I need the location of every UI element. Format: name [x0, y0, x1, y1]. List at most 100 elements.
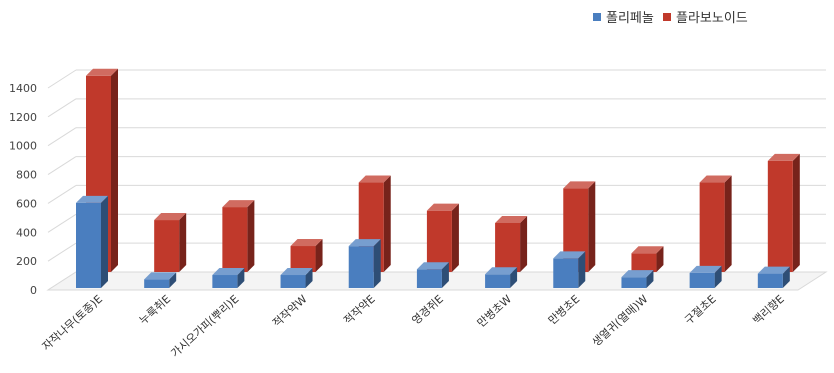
bar-polyphenol-front [621, 277, 647, 288]
y-axis-ticks: 0 200 400 600 800 1000 1200 1400 [9, 82, 37, 297]
y-tick-label: 600 [16, 197, 37, 210]
bar-polyphenol-front [144, 279, 170, 288]
bar-polyphenol-front [280, 275, 306, 288]
bar-flavonoid [699, 175, 732, 272]
y-tick-label: 0 [30, 284, 37, 297]
bar-flavonoid-front [631, 253, 657, 272]
bar-polyphenol [757, 266, 790, 288]
bar-flavonoid-top [86, 68, 118, 76]
gridline-side [47, 69, 77, 89]
bar-polyphenol-top [416, 262, 449, 270]
bar-flavonoid-side [656, 246, 664, 272]
bar-polyphenol [212, 268, 245, 288]
y-tick-label: 800 [16, 169, 37, 182]
legend: 폴리페놀 플라보노이드 [593, 11, 748, 26]
bar-flavonoid-side [520, 215, 528, 272]
category-label: 구절초E [682, 293, 718, 328]
bar-polyphenol-side [101, 195, 108, 288]
bar-flavonoid-front [290, 246, 316, 272]
legend-swatch-polyphenol [593, 13, 601, 21]
gridline-side [47, 127, 77, 147]
bar-polyphenol [621, 270, 654, 288]
bar-polyphenol [416, 262, 449, 288]
legend-swatch-flavonoid [663, 13, 671, 21]
category-label: 영경쥐E [409, 293, 445, 328]
bar-flavonoid-top [222, 200, 255, 208]
bar-polyphenol-side [441, 262, 449, 288]
y-tick-label: 1200 [9, 111, 37, 124]
bar-flavonoid [495, 215, 528, 272]
bar-flavonoid-top [631, 246, 664, 254]
y-tick-label: 200 [16, 255, 37, 268]
bar-flavonoid-top [426, 203, 459, 211]
bar-polyphenol-side [305, 268, 313, 288]
bar-polyphenol-front [348, 246, 374, 288]
bar-flavonoid-front [154, 220, 180, 272]
bar-flavonoid-top [699, 175, 732, 183]
bar-polyphenol-top [689, 265, 722, 273]
bar-polyphenol-front [485, 274, 511, 288]
bar-polyphenol-side [169, 272, 177, 288]
bar-polyphenol-side [714, 265, 722, 288]
bar-polyphenol-top [621, 270, 654, 278]
bar-flavonoid-top [495, 215, 528, 223]
bar-polyphenol-top [348, 239, 381, 247]
category-label: 자작나무(토종)E [40, 293, 105, 354]
bar-polyphenol-front [689, 272, 715, 288]
gridline-side [47, 156, 77, 175]
bar-flavonoid-side [792, 153, 800, 272]
bar-flavonoid-side [111, 68, 118, 273]
bar-flavonoid-front [426, 210, 452, 272]
gridline-side [47, 213, 77, 233]
bar-polyphenol-front [76, 202, 101, 288]
bar-flavonoid-side [588, 181, 596, 272]
bar-polyphenol-top [212, 268, 245, 276]
category-label: 백리향E [750, 293, 786, 328]
bar-flavonoid-top [358, 175, 391, 183]
bar-flavonoid-side [247, 200, 255, 272]
category-label: 만병초E [546, 293, 582, 328]
bar-flavonoid [154, 213, 187, 272]
bar-polyphenol-side [237, 268, 245, 288]
bar-flavonoid [426, 203, 459, 272]
bar-polyphenol-side [373, 239, 381, 288]
category-label: 누룩취E [137, 293, 173, 328]
bar-flavonoid-side [451, 203, 459, 272]
bar-polyphenol-top [76, 195, 108, 203]
bar-polyphenol-front [212, 275, 238, 288]
category-label: 만병초W [475, 292, 514, 329]
bar-flavonoid-side [724, 175, 732, 272]
bar-flavonoid-top [767, 153, 800, 161]
bar-flavonoid-side [315, 239, 323, 272]
legend-label-polyphenol: 폴리페놀 [606, 11, 654, 26]
legend-label-flavonoid: 플라보노이드 [676, 11, 748, 26]
bar-flavonoid-side [383, 175, 391, 272]
category-label: 생열귀(열매)W [590, 292, 651, 349]
bars [76, 68, 800, 288]
category-label: 가시오가피(뿌리)E [168, 293, 241, 360]
bar-polyphenol [485, 267, 518, 288]
category-label: 적작약W [270, 292, 310, 330]
y-tick-label: 1400 [9, 82, 37, 95]
bar-polyphenol-front [553, 258, 579, 288]
bar-flavonoid [631, 246, 664, 272]
bar-flavonoid-front [222, 207, 248, 272]
bar-polyphenol [76, 195, 108, 288]
bar-polyphenol [144, 272, 177, 288]
bar-polyphenol-top [485, 267, 518, 275]
bar-flavonoid-top [563, 181, 596, 189]
bar-polyphenol-side [646, 270, 654, 288]
bar-polyphenol-side [510, 267, 518, 288]
bar-flavonoid [222, 200, 255, 272]
bar-polyphenol-side [578, 251, 586, 288]
bar-flavonoid-front [767, 160, 793, 272]
bar-polyphenol-side [782, 266, 790, 288]
bar-flavonoid-front [699, 182, 725, 272]
bar-polyphenol-top [757, 266, 790, 274]
bar-flavonoid-top [290, 239, 323, 247]
bar-flavonoid-top [154, 213, 187, 221]
bar-flavonoid-front [495, 222, 521, 272]
bar-polyphenol [348, 239, 381, 288]
